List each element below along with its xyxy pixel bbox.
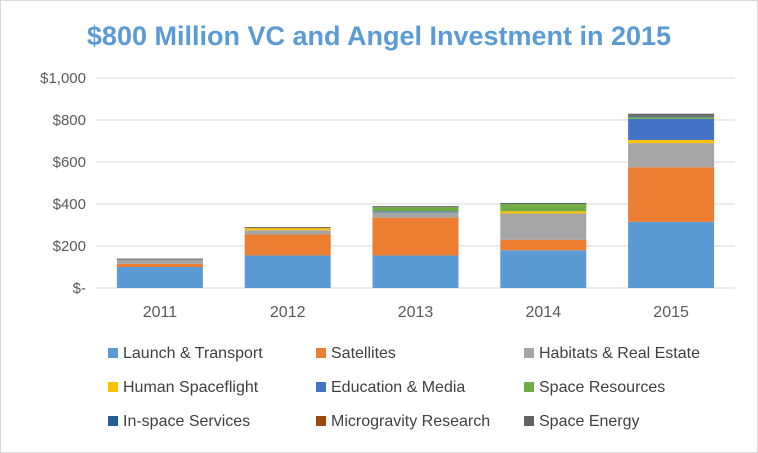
bar-segment <box>628 118 715 140</box>
bar-segment <box>500 239 587 251</box>
bar-segment <box>244 255 331 288</box>
x-tick-label: 2014 <box>526 304 562 321</box>
legend-label: Education & Media <box>331 379 465 396</box>
legend-label: Microgravity Research <box>331 413 490 430</box>
bar-segment <box>372 255 459 288</box>
y-tick-label: $200 <box>53 238 86 255</box>
bar-segment <box>372 207 459 212</box>
y-tick-label: $600 <box>53 154 86 171</box>
bar-segment <box>244 228 331 231</box>
bar-segment <box>628 143 715 168</box>
y-tick-label: $- <box>73 280 86 297</box>
bars <box>116 113 715 288</box>
chart-title: $800 Million VC and Angel Investment in … <box>87 21 671 51</box>
bar-segment <box>500 250 587 288</box>
bar-segment <box>628 221 715 288</box>
bar-segment <box>116 258 203 260</box>
legend-swatch <box>524 382 534 392</box>
bar-segment <box>372 217 459 256</box>
legend-label: Human Spaceflight <box>123 379 259 396</box>
bar-segment <box>244 234 331 256</box>
legend-label: Space Resources <box>539 379 665 396</box>
bar-segment <box>116 259 203 264</box>
bar-segment <box>500 204 587 212</box>
x-tick-label: 2011 <box>143 304 178 321</box>
legend-swatch <box>316 348 326 358</box>
legend-label: Satellites <box>331 345 396 362</box>
legend-swatch <box>108 348 118 358</box>
bar-segment <box>372 212 459 218</box>
y-axis-tick-labels: $- $200 $400 $600 $800 $1,000 <box>40 70 86 297</box>
legend-swatch <box>316 382 326 392</box>
x-tick-label: 2015 <box>653 304 689 321</box>
legend-label: Launch & Transport <box>123 345 263 362</box>
x-axis-tick-labels: 2011 2012 2013 2014 2015 <box>143 304 689 321</box>
bar-segment <box>628 113 715 116</box>
x-tick-label: 2012 <box>270 304 306 321</box>
bar-segment <box>372 211 459 213</box>
bar-segment <box>500 211 587 214</box>
bar-segment <box>116 267 203 288</box>
y-tick-label: $400 <box>53 196 86 213</box>
legend-swatch <box>108 382 118 392</box>
x-tick-label: 2013 <box>398 304 434 321</box>
legend-swatch <box>316 416 326 426</box>
legend-swatch <box>524 348 534 358</box>
legend-label: Habitats & Real Estate <box>539 345 700 362</box>
bar-segment <box>628 117 715 119</box>
legend-label: Space Energy <box>539 413 640 430</box>
legend-swatch <box>108 416 118 426</box>
y-tick-label: $800 <box>53 112 86 129</box>
bar-segment <box>628 167 715 222</box>
legend-swatch <box>524 416 534 426</box>
bar-segment <box>628 116 715 118</box>
bar-segment <box>116 263 203 267</box>
bar-segment <box>244 230 331 235</box>
legend: Launch & Transport Satellites Habitats & R… <box>108 345 700 430</box>
legend-label: In-space Services <box>123 413 250 430</box>
bar-segment <box>628 139 715 144</box>
bar-segment <box>500 213 587 240</box>
bar-segment <box>244 227 331 229</box>
y-tick-label: $1,000 <box>40 70 86 87</box>
bar-segment <box>372 206 459 208</box>
bar-segment <box>500 202 587 204</box>
